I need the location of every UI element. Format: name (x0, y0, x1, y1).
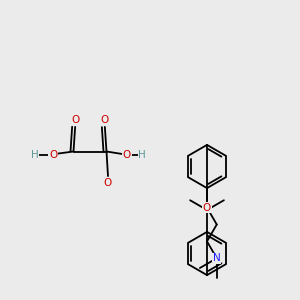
Text: H: H (31, 149, 38, 160)
Text: O: O (71, 115, 79, 125)
Text: N: N (213, 253, 220, 263)
Text: O: O (101, 115, 109, 125)
Text: O: O (203, 202, 211, 213)
Text: H: H (138, 149, 146, 160)
Text: O: O (49, 149, 57, 160)
Text: O: O (123, 149, 131, 160)
Text: O: O (104, 178, 112, 188)
